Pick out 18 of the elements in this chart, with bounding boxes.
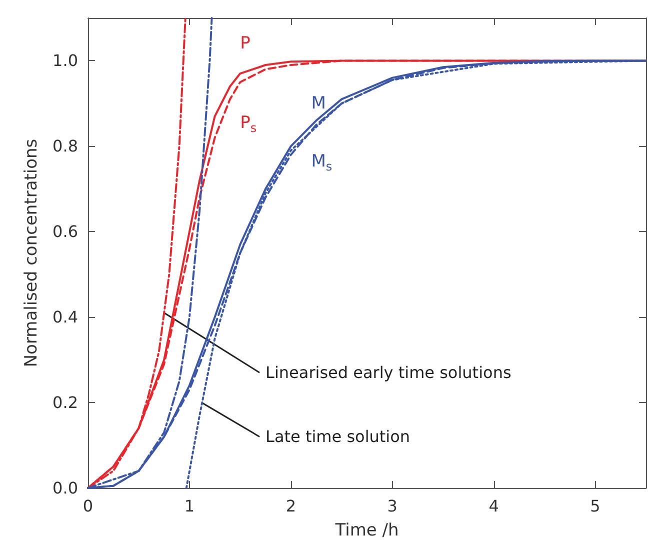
y-tick-label: 0.0	[52, 478, 78, 498]
series-label: M	[311, 93, 326, 114]
y-tick-label: 1.0	[52, 51, 78, 70]
x-tick-label: 2	[286, 496, 296, 516]
annotation: Linearised early time solutions	[266, 363, 512, 382]
y-axis-title: Normalised concentrations	[22, 138, 42, 368]
y-tick-label: 0.4	[52, 308, 78, 327]
x-tick-label: 5	[590, 496, 600, 516]
y-tick-label: 0.2	[52, 393, 78, 412]
x-axis-title: Time /h	[334, 520, 399, 540]
series-label: P	[240, 34, 250, 54]
x-tick-label: 0	[82, 496, 94, 516]
y-tick-label: 0.6	[52, 222, 78, 242]
x-tick-label: 1	[184, 496, 195, 516]
y-tick-label: 0.8	[52, 136, 78, 156]
x-tick-label: 3	[387, 496, 398, 516]
x-tick-label: 4	[488, 496, 499, 516]
annotation: Late time solution	[266, 427, 410, 446]
